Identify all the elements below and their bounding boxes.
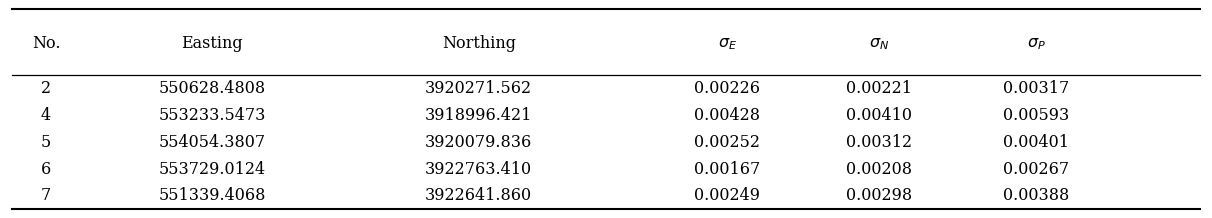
Text: 0.00167: 0.00167: [694, 161, 760, 177]
Text: $\sigma_{E}$: $\sigma_{E}$: [718, 35, 737, 52]
Text: 0.00208: 0.00208: [846, 161, 911, 177]
Text: 0.00401: 0.00401: [1004, 134, 1069, 151]
Text: No.: No.: [32, 35, 61, 52]
Text: 5: 5: [41, 134, 51, 151]
Text: 0.00298: 0.00298: [846, 187, 911, 204]
Text: 2: 2: [41, 80, 51, 97]
Text: Easting: Easting: [182, 35, 242, 52]
Text: 0.00312: 0.00312: [846, 134, 911, 151]
Text: 3922641.860: 3922641.860: [425, 187, 532, 204]
Text: 553233.5473: 553233.5473: [159, 107, 265, 124]
Text: $\sigma_{P}$: $\sigma_{P}$: [1027, 35, 1046, 52]
Text: 0.00221: 0.00221: [846, 80, 911, 97]
Text: 0.00226: 0.00226: [694, 80, 760, 97]
Text: 0.00252: 0.00252: [694, 134, 760, 151]
Text: 3918996.421: 3918996.421: [425, 107, 532, 124]
Text: 0.00428: 0.00428: [694, 107, 760, 124]
Text: 6: 6: [41, 161, 51, 177]
Text: 4: 4: [41, 107, 51, 124]
Text: 550628.4808: 550628.4808: [159, 80, 265, 97]
Text: $\sigma_{N}$: $\sigma_{N}$: [869, 35, 888, 52]
Text: 0.00388: 0.00388: [1004, 187, 1069, 204]
Text: 0.00410: 0.00410: [846, 107, 911, 124]
Text: 0.00593: 0.00593: [1004, 107, 1069, 124]
Text: 0.00249: 0.00249: [694, 187, 760, 204]
Text: Northing: Northing: [441, 35, 516, 52]
Text: 7: 7: [41, 187, 51, 204]
Text: 3920079.836: 3920079.836: [425, 134, 532, 151]
Text: 0.00317: 0.00317: [1004, 80, 1069, 97]
Text: 551339.4068: 551339.4068: [159, 187, 265, 204]
Text: 0.00267: 0.00267: [1004, 161, 1069, 177]
Text: 3922763.410: 3922763.410: [425, 161, 532, 177]
Text: 554054.3807: 554054.3807: [159, 134, 265, 151]
Text: 3920271.562: 3920271.562: [425, 80, 532, 97]
Text: 553729.0124: 553729.0124: [159, 161, 265, 177]
